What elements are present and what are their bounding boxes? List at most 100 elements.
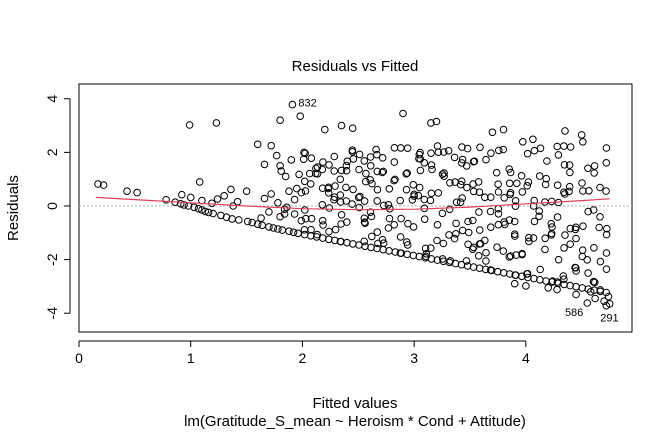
data-point [331,182,339,190]
data-point [276,162,284,170]
data-point [559,272,568,280]
data-point [440,148,448,156]
data-point [560,161,569,169]
data-point [450,153,459,162]
data-point [222,213,231,221]
data-point [336,191,345,199]
data-point [499,145,508,154]
data-point [500,194,509,202]
data-point [355,203,364,212]
data-point [180,201,188,209]
data-point [482,257,490,265]
data-point [536,144,545,153]
data-point [542,174,551,183]
data-point [596,257,605,266]
data-point [590,169,599,177]
data-point [494,180,502,188]
data-point [318,216,327,225]
data-point [397,214,405,223]
data-point [589,206,598,214]
data-point [450,234,459,243]
data-point [319,221,327,229]
data-point [433,221,442,229]
data-point [416,148,424,157]
data-point [452,230,460,238]
data-point [529,135,537,144]
residual-points [94,100,614,310]
data-point [487,149,495,157]
data-point [541,234,550,243]
data-point [260,160,269,169]
data-point [475,188,484,196]
data-point [343,238,351,247]
data-point [368,232,376,241]
data-point [462,162,471,170]
data-point [331,225,340,234]
data-point [561,190,569,198]
data-point [324,184,333,193]
data-point [510,279,519,288]
plot-box [78,83,633,333]
y-axis-label: Residuals [5,175,22,241]
data-point [456,180,465,189]
data-point [403,250,412,259]
data-point [482,155,490,164]
data-point [602,144,611,152]
data-point [583,256,592,264]
data-point [602,288,611,297]
x-tick-label: 1 [187,350,195,366]
data-point [397,144,405,152]
data-point [427,149,435,157]
data-point [439,239,448,248]
data-point [488,128,497,137]
data-point [342,197,351,205]
data-point [434,148,443,156]
data-point [253,140,262,149]
data-point [584,164,592,173]
data-point [457,177,466,185]
data-point [342,161,351,170]
data-point [602,230,611,239]
data-point [553,181,562,189]
data-point [578,246,587,254]
data-point [337,166,346,175]
data-point [506,252,515,260]
data-point [274,199,282,207]
data-point [505,179,514,188]
data-point [409,223,418,231]
data-point [201,207,209,216]
data-point [373,167,382,176]
data-point [541,180,550,189]
data-point [296,112,305,120]
data-point [220,192,228,200]
data-point [186,193,195,202]
data-point [325,161,333,169]
x-axis-label: Fitted values [312,395,397,412]
data-point [360,237,369,246]
data-point [427,189,436,198]
data-point [543,157,551,165]
data-point [572,267,580,275]
data-point [463,183,471,192]
data-point [602,265,611,274]
data-point [517,172,526,180]
data-point [492,168,501,177]
data-point [595,223,604,232]
data-point [348,200,356,208]
data-point [324,189,333,197]
data-point [511,232,519,240]
data-point [433,142,442,150]
data-point [366,162,375,170]
y-tick-label: -2 [44,253,60,266]
smooth-curve [95,196,610,211]
data-point [579,222,587,230]
data-point [204,208,213,217]
data-point [446,179,454,187]
x-axis: 0 1 2 3 4 [75,340,530,366]
data-point [290,195,299,204]
data-point [325,235,333,244]
data-point [499,269,508,277]
data-point [565,182,574,191]
data-point [560,188,568,197]
data-point [337,121,346,130]
